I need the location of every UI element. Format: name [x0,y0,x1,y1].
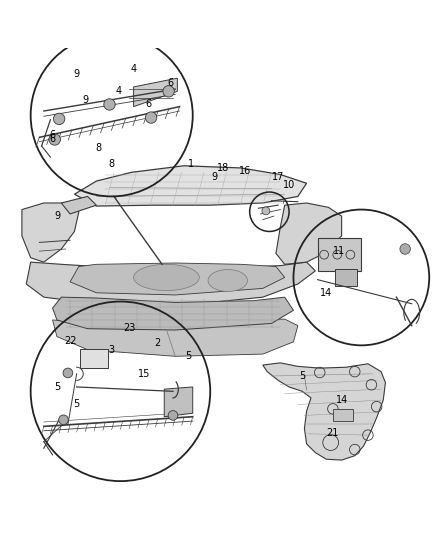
Text: 10: 10 [283,181,295,190]
Text: 9: 9 [82,95,88,105]
Text: 21: 21 [327,428,339,438]
Circle shape [59,415,68,425]
Polygon shape [22,203,79,262]
FancyBboxPatch shape [335,269,357,286]
Circle shape [104,99,115,110]
Text: 23: 23 [123,323,135,333]
Text: 5: 5 [299,371,305,381]
Text: 11: 11 [333,246,346,256]
Text: 17: 17 [272,172,284,182]
Text: 5: 5 [54,382,60,392]
Circle shape [168,410,178,420]
Polygon shape [134,78,177,107]
Text: 9: 9 [212,172,218,182]
Polygon shape [53,319,298,356]
Circle shape [53,113,65,125]
Text: 6: 6 [49,134,56,144]
Polygon shape [70,263,285,295]
Circle shape [163,86,174,97]
Text: 22: 22 [64,336,76,346]
Polygon shape [53,297,293,330]
Polygon shape [61,197,96,214]
Text: 14: 14 [320,288,332,298]
Circle shape [145,112,157,123]
Text: 6: 6 [146,100,152,109]
Circle shape [400,244,410,254]
Text: 5: 5 [185,351,191,361]
Text: 6: 6 [168,77,174,87]
Text: 4: 4 [131,64,137,75]
Text: 15: 15 [138,369,151,379]
Text: 6: 6 [49,130,56,140]
Circle shape [262,207,270,215]
Text: 8: 8 [95,143,102,154]
Polygon shape [276,203,342,264]
Text: 3: 3 [109,345,115,355]
Ellipse shape [208,270,247,292]
Text: 9: 9 [54,211,60,221]
Polygon shape [164,387,193,417]
Text: 2: 2 [155,338,161,348]
Text: 1: 1 [187,159,194,168]
Circle shape [49,134,60,145]
Text: 4: 4 [115,86,121,96]
Polygon shape [74,166,307,206]
Text: 9: 9 [74,69,80,79]
FancyBboxPatch shape [80,349,108,368]
FancyBboxPatch shape [318,238,361,271]
Text: 18: 18 [217,163,230,173]
Text: 14: 14 [336,395,348,405]
Text: 5: 5 [74,399,80,409]
Text: 8: 8 [109,159,115,168]
Ellipse shape [134,264,199,290]
Polygon shape [263,363,385,460]
FancyBboxPatch shape [333,409,353,421]
Circle shape [63,368,73,378]
Polygon shape [26,262,315,306]
Text: 16: 16 [239,166,251,176]
